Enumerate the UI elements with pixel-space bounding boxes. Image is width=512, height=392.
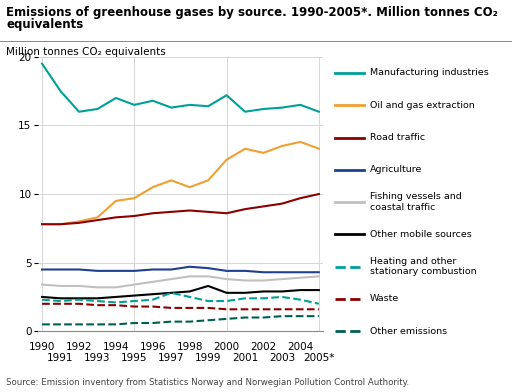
Text: 2002: 2002 [250,342,276,352]
Text: 1997: 1997 [158,353,184,363]
Text: Agriculture: Agriculture [370,165,422,174]
Text: Emissions of greenhouse gases by source. 1990-2005*. Million tonnes CO₂: Emissions of greenhouse gases by source.… [6,6,498,19]
Text: Source: Emission inventory from Statistics Norway and Norwegian Pollution Contro: Source: Emission inventory from Statisti… [6,378,409,387]
Text: 2004: 2004 [287,342,313,352]
Text: 1990: 1990 [29,342,55,352]
Text: 2005*: 2005* [303,353,334,363]
Text: Other mobile sources: Other mobile sources [370,230,472,239]
Text: 2001: 2001 [232,353,258,363]
Text: 1998: 1998 [177,342,203,352]
Text: Other emissions: Other emissions [370,327,447,336]
Text: 2000: 2000 [214,342,240,352]
Text: 1996: 1996 [140,342,166,352]
Text: 1991: 1991 [47,353,74,363]
Text: 1995: 1995 [121,353,147,363]
Text: Manufacturing industries: Manufacturing industries [370,69,488,78]
Text: 1999: 1999 [195,353,221,363]
Text: 2003: 2003 [269,353,295,363]
Text: Heating and other
stationary combustion: Heating and other stationary combustion [370,257,476,276]
Text: 1992: 1992 [66,342,92,352]
Text: Road traffic: Road traffic [370,133,425,142]
Text: 1994: 1994 [102,342,129,352]
Text: equivalents: equivalents [6,18,83,31]
Text: Million tonnes CO₂ equivalents: Million tonnes CO₂ equivalents [6,47,166,57]
Text: Waste: Waste [370,294,399,303]
Text: 1993: 1993 [84,353,111,363]
Text: Oil and gas extraction: Oil and gas extraction [370,101,475,110]
Text: Fishing vessels and
coastal traffic: Fishing vessels and coastal traffic [370,192,461,212]
